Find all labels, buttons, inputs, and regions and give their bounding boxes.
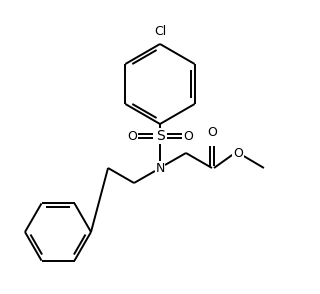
Text: O: O: [207, 126, 217, 139]
Text: Cl: Cl: [154, 25, 166, 38]
Text: S: S: [156, 129, 164, 143]
Text: O: O: [233, 146, 243, 160]
Text: N: N: [155, 161, 165, 175]
Text: O: O: [183, 129, 193, 143]
Text: O: O: [127, 129, 137, 143]
